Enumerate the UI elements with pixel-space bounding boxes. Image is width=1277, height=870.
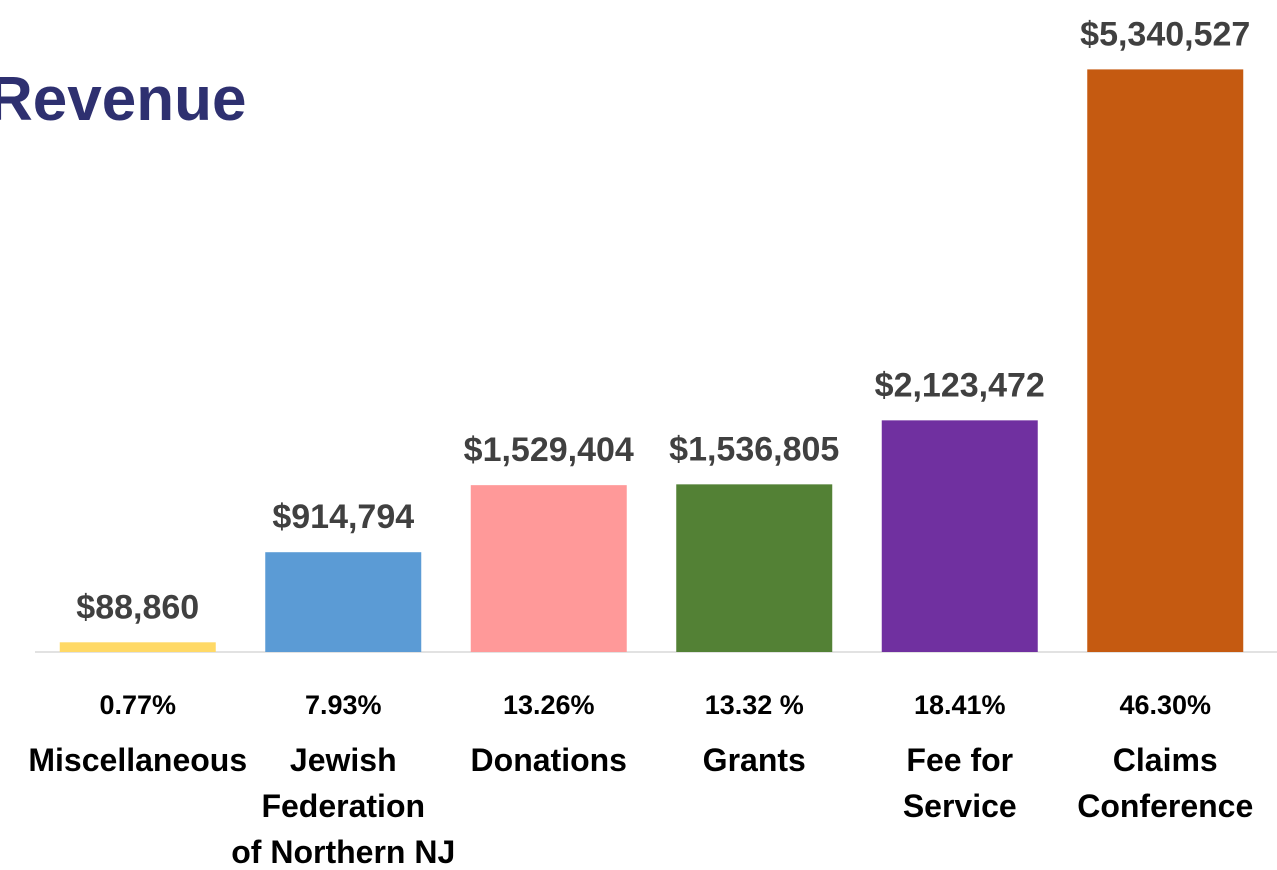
bar <box>881 420 1038 652</box>
value-label: $5,340,527 <box>1080 15 1250 53</box>
bar <box>59 642 216 652</box>
bar <box>265 552 422 652</box>
value-label: $88,860 <box>76 588 199 626</box>
value-label: $914,794 <box>272 498 414 536</box>
x-tick-label: Jewish Federation of Northern NJ <box>231 742 456 870</box>
bar <box>676 484 833 652</box>
x-tick-label: Donations <box>470 742 627 778</box>
x-tick-label: Claims Conference <box>1077 742 1254 824</box>
x-tick-label: Fee for Service <box>902 742 1017 824</box>
bar <box>470 485 627 652</box>
x-tick-label: Miscellaneous <box>28 742 248 778</box>
percent-label: 7.93% <box>304 690 382 720</box>
x-tick-label: Grants <box>702 742 806 778</box>
percent-label: 13.32 % <box>704 690 804 720</box>
percent-label: 18.41% <box>913 690 1006 720</box>
percent-label: 46.30% <box>1119 690 1212 720</box>
value-label: $2,123,472 <box>875 366 1045 404</box>
chart-title: Revenue <box>0 65 246 134</box>
bar <box>1087 69 1244 653</box>
percent-label: 13.26% <box>502 690 595 720</box>
value-label: $1,529,404 <box>464 431 634 469</box>
value-label: $1,536,805 <box>669 430 839 468</box>
percent-label: 0.77% <box>99 690 177 720</box>
